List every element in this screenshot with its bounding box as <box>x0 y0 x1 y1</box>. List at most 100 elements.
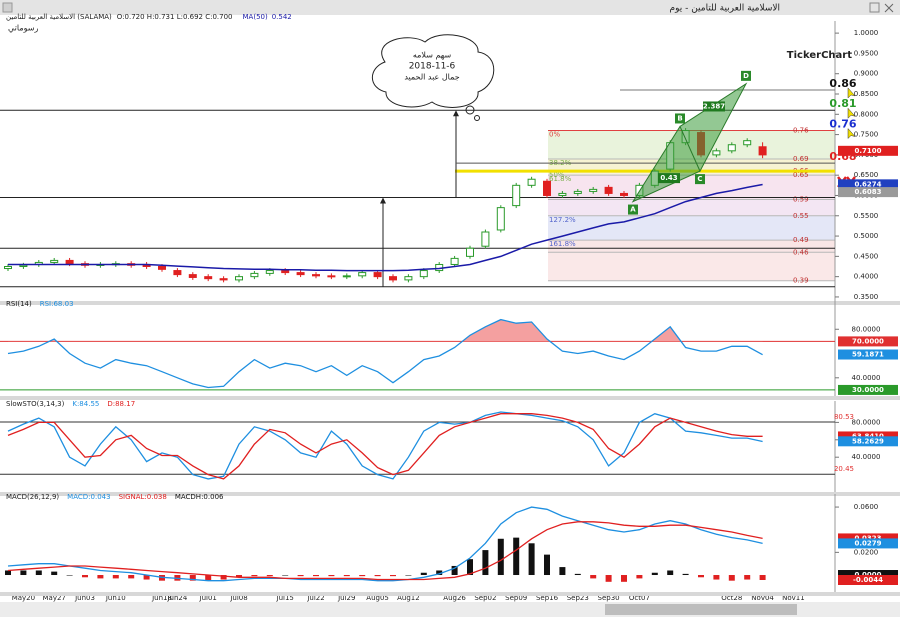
x-tick-label: Sep09 <box>505 594 527 602</box>
x-tick-label: Sep02 <box>474 594 496 602</box>
histogram-bar <box>590 575 597 579</box>
candle-body <box>743 140 752 146</box>
candle-body <box>281 270 290 274</box>
candle-body <box>188 274 197 278</box>
panel-title: RSI(14) <box>6 300 32 308</box>
pattern-point-box <box>695 174 705 185</box>
candle-body <box>373 272 382 278</box>
panel-readout: RSI:68.03 <box>40 300 74 308</box>
histogram-bar <box>682 573 689 576</box>
candle-body <box>158 266 166 270</box>
pattern-point-label: D <box>743 72 749 80</box>
cursor-icon <box>847 107 856 119</box>
fib-pct-label: 0% <box>549 131 560 139</box>
fib-value-label: 0.59 <box>793 196 809 204</box>
histogram-bar <box>282 575 289 576</box>
callout-text: جمال عبد الحميد <box>404 73 459 82</box>
histogram-bar <box>205 575 212 581</box>
symbol-title: الاسلامية العربية للتامين (SALAMA) <box>6 13 112 21</box>
panel-separator <box>0 396 900 400</box>
histogram-bar <box>143 575 150 580</box>
x-tick-label: Jun03 <box>74 594 95 602</box>
histogram-bar <box>20 570 27 576</box>
candle-body <box>712 150 721 156</box>
candle-body <box>296 272 305 276</box>
value-box-label: 58.2629 <box>852 437 884 445</box>
candle-body <box>327 275 336 278</box>
value-box-label: 70.0000 <box>852 337 884 345</box>
scrollbar-thumb[interactable] <box>605 604 797 615</box>
value-box-label: 0.6083 <box>854 188 881 196</box>
value-box <box>838 145 898 156</box>
y-tick-label: 0.7500 <box>854 131 879 139</box>
drawings-menu[interactable]: رسوماتي <box>8 24 38 33</box>
y-tick-label: 0.9500 <box>854 49 879 57</box>
panel-separator <box>0 592 900 596</box>
maximize-button[interactable] <box>869 2 880 13</box>
fib-value-label: 0.55 <box>793 212 809 220</box>
x-tick-label: Aug12 <box>397 594 420 602</box>
candle-body <box>496 207 505 231</box>
fib-band <box>548 240 835 253</box>
y-tick-label: 0.0200 <box>854 548 879 556</box>
pattern-ratio-label: 2.387 <box>703 102 725 110</box>
fib-band <box>548 199 835 216</box>
pattern-point-box <box>628 204 638 215</box>
y-tick-label: 0.9000 <box>854 70 879 78</box>
x-tick-label: Aug26 <box>443 594 466 602</box>
toolbar-icon[interactable] <box>2 2 13 13</box>
fib-pct-label: 61.8% <box>549 175 572 183</box>
histogram-bar <box>359 575 366 577</box>
panel-readout: SIGNAL:0.038 <box>119 493 167 501</box>
candle-body <box>204 276 213 280</box>
pattern-point-box <box>675 113 685 124</box>
value-box-label: 0.0279 <box>854 539 881 547</box>
panel-separator <box>0 301 900 305</box>
value-box-label: 30.0000 <box>852 386 884 394</box>
x-tick-label: May20 <box>12 594 35 602</box>
histogram-bar <box>513 537 520 576</box>
x-tick-label: Oct07 <box>629 594 650 602</box>
close-button[interactable] <box>884 3 894 13</box>
y-tick-label: 0.5000 <box>854 232 879 240</box>
moving-average <box>8 183 763 272</box>
histogram-bar <box>713 575 720 580</box>
callout-text: سهم سلامه <box>413 51 452 60</box>
histogram-bar <box>328 575 335 577</box>
panel-readout: MACD:0.043 <box>67 493 110 501</box>
pattern-point-label: C <box>697 175 702 183</box>
y-tick-label: 40.0000 <box>852 453 881 461</box>
x-tick-label: Nov04 <box>751 594 774 602</box>
y-tick-label: 0.0600 <box>854 503 879 511</box>
histogram-bar <box>390 575 396 577</box>
fib-value-label: 0.76 <box>793 127 809 135</box>
callout-cloud <box>371 34 495 108</box>
histogram-bar <box>528 543 535 576</box>
pattern-point-box <box>741 70 751 81</box>
fib-band <box>548 252 835 281</box>
pattern-ratio-box <box>703 101 725 112</box>
histogram-bar <box>605 575 612 582</box>
value-box <box>838 538 898 549</box>
candle-body <box>250 272 259 278</box>
y-tick-label: 0.5500 <box>854 212 879 220</box>
panel-readout: D:88.17 <box>107 400 135 408</box>
value-box-label: 59.1871 <box>852 351 884 359</box>
candle-body <box>604 186 613 194</box>
candle-body <box>389 276 397 281</box>
indicator-line <box>7 506 763 582</box>
x-tick-label: Jul08 <box>229 594 247 602</box>
level-label: 80.53 <box>834 413 854 421</box>
candle-body <box>558 192 567 196</box>
x-tick-label: Jun24 <box>166 594 187 602</box>
ma-legend: MA(50) <box>243 13 268 21</box>
candle-body <box>527 178 536 186</box>
histogram-bar <box>698 575 704 578</box>
histogram-bar <box>374 575 381 577</box>
y-tick-label: 0.3500 <box>854 293 879 301</box>
x-tick-label: May27 <box>43 594 66 602</box>
candle-body <box>19 264 28 267</box>
candle-body <box>342 275 351 278</box>
cursor-icon <box>847 127 856 140</box>
